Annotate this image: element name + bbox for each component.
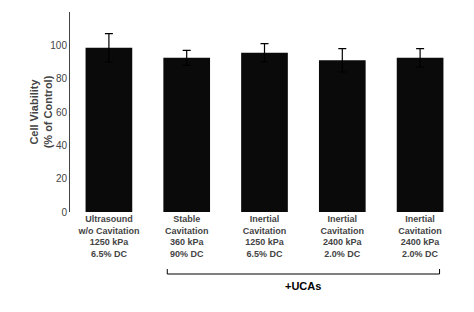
svg-text:0: 0 bbox=[61, 207, 67, 218]
svg-text:60: 60 bbox=[56, 107, 68, 118]
svg-text:80: 80 bbox=[56, 73, 68, 84]
svg-text:+UCAs: +UCAs bbox=[285, 280, 321, 292]
svg-text:Ultrasoundw/o Cavitation1250 k: Ultrasoundw/o Cavitation1250 kPa6.5% DC bbox=[77, 214, 139, 259]
svg-text:StableCavitation360 kPa90% DC: StableCavitation360 kPa90% DC bbox=[165, 214, 209, 259]
svg-text:20: 20 bbox=[56, 173, 68, 184]
svg-text:40: 40 bbox=[56, 140, 68, 151]
svg-text:InertialCavitation2400 kPa2.0%: InertialCavitation2400 kPa2.0% DC bbox=[321, 214, 365, 259]
svg-text:100: 100 bbox=[50, 40, 67, 51]
svg-text:InertialCavitation1250 kPa6.5%: InertialCavitation1250 kPa6.5% DC bbox=[243, 214, 287, 259]
svg-text:Cell Viability(% of Control): Cell Viability(% of Control) bbox=[28, 75, 54, 148]
svg-text:InertialCavitation2400 kPa2.0%: InertialCavitation2400 kPa2.0% DC bbox=[398, 214, 442, 259]
